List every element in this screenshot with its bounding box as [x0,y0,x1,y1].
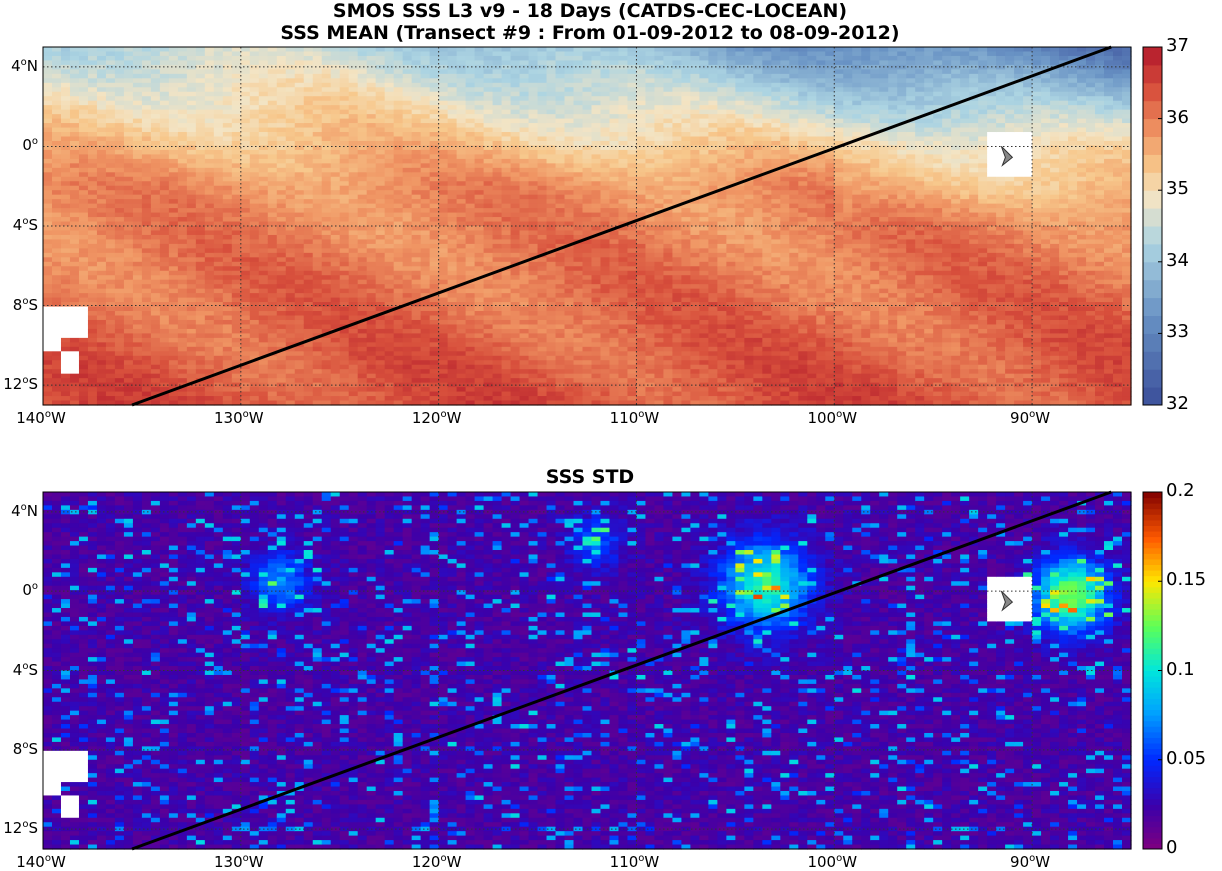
std-gridlines [43,492,1131,849]
lon-tick-label: 110oW [609,409,660,427]
lon-tick-label: 90oW [1010,853,1051,871]
figure-title: SMOS SSS L3 v9 - 18 Days (CATDS-CEC-LOCE… [332,0,848,22]
lon-tick-label: 140oW [16,853,66,871]
island-marker [1000,590,1014,612]
colorbar-tick-label: 32 [1166,393,1189,414]
lon-tick-label: 120oW [411,409,462,427]
island-marker [1000,146,1014,167]
colorbar-tick-label: 35 [1166,178,1189,200]
lon-tick-label: 120oW [411,853,462,871]
lat-tick-label: 8oS [12,739,38,758]
lon-tick-label: 90oW [1010,409,1051,427]
lat-tick-label: 12oS [3,375,38,394]
lon-tick-label: 140oW [16,409,66,427]
lat-tick-label: 4oN [11,56,38,75]
colorbar-tick-label: 37 [1166,35,1189,56]
lat-tick-label: 12oS [3,819,38,838]
colorbar-tick-label: 34 [1166,249,1189,271]
mean-colorbar [1142,46,1163,406]
std-colorbar [1142,491,1163,850]
mean-gridlines [43,47,1131,405]
colorbar-tick-label: 0.2 [1166,480,1195,501]
lon-tick-label: 100oW [807,409,858,427]
lat-tick-label: 4oN [11,501,38,520]
lon-tick-label: 130oW [214,853,264,871]
lat-tick-label: 8oS [12,295,38,314]
colorbar-tick-label: 36 [1166,106,1189,128]
mean-panel-title: SSS MEAN (Transect #9 : From 01-09-2012 … [280,22,900,44]
colorbar-tick-label: 0.05 [1166,747,1207,769]
lat-tick-label: 0o [22,136,38,155]
std-field-cells [43,492,1132,850]
lat-tick-label: 0o [22,581,38,600]
mean-field-cells [43,47,1132,406]
colorbar-tick-label: 0 [1166,837,1178,858]
colorbar-tick-label: 0.15 [1166,569,1207,591]
transect-line [131,490,1112,851]
std-panel-title: SSS STD [545,466,635,488]
lon-tick-label: 110oW [609,853,660,871]
lon-tick-label: 100oW [807,853,858,871]
lat-tick-label: 4oS [12,216,38,234]
transect-line [131,45,1112,407]
lat-tick-label: 4oS [12,660,38,679]
lon-tick-label: 130oW [214,409,264,427]
mean-map-frame [42,46,1132,406]
std-map-frame [42,491,1132,850]
colorbar-tick-label: 0.1 [1166,658,1195,680]
colorbar-tick-label: 33 [1166,321,1189,343]
